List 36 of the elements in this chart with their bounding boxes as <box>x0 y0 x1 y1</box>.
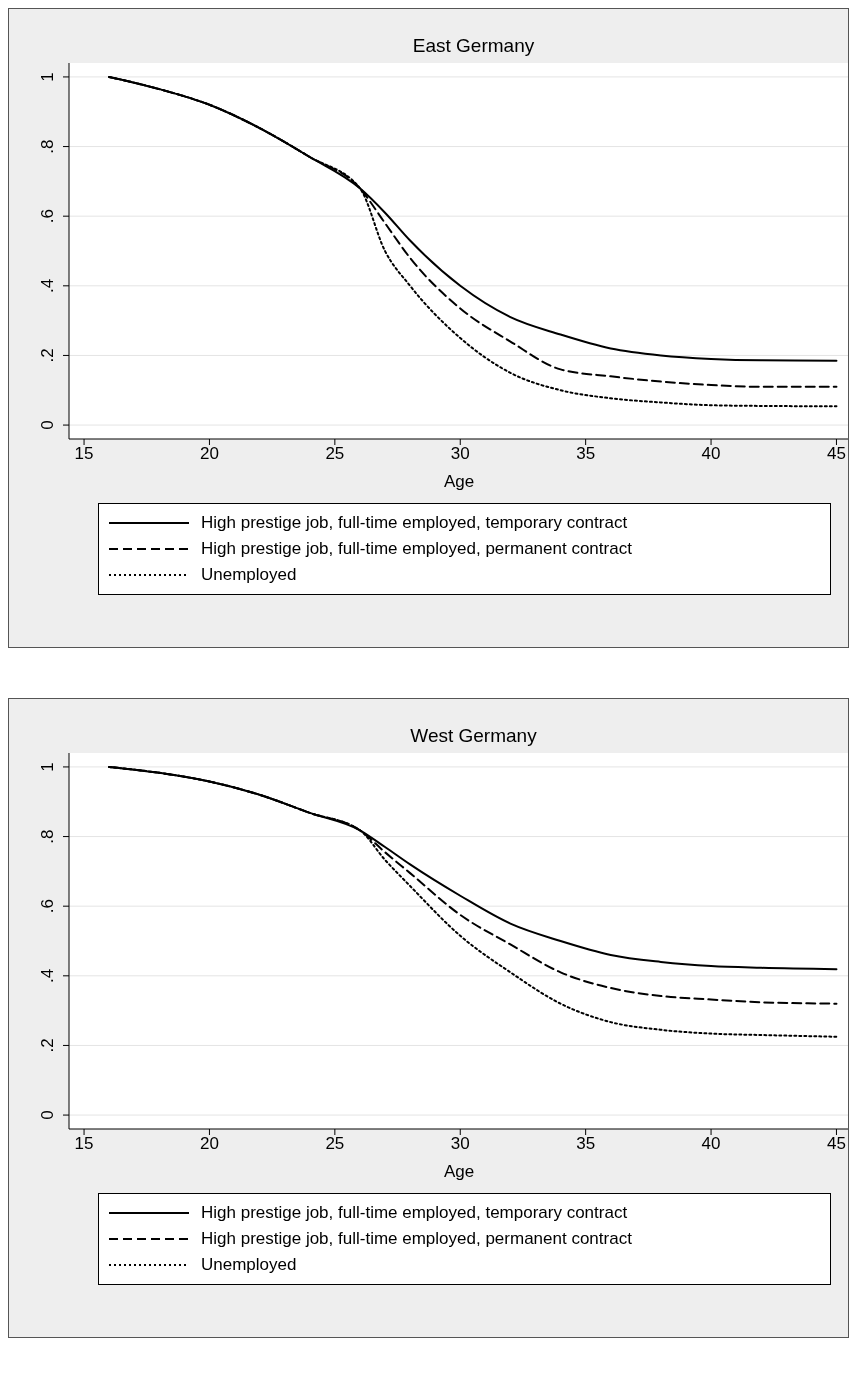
legend-label: High prestige job, full-time employed, permanent contract <box>201 539 632 559</box>
y-tick-label: .2 <box>38 348 57 363</box>
chart-title: East Germany <box>411 34 536 57</box>
y-tick-label: 0 <box>38 420 57 430</box>
y-tick-label: .4 <box>38 968 57 983</box>
legend-label: High prestige job, full-time employed, permanent contract <box>201 1229 632 1249</box>
x-tick-label: 40 <box>701 1134 721 1154</box>
legend-label: Unemployed <box>201 565 297 585</box>
x-tick-label: 30 <box>450 444 470 464</box>
y-tick-label: .2 <box>38 1038 57 1053</box>
legend-label: Unemployed <box>201 1255 297 1275</box>
x-tick-label: 45 <box>827 444 846 464</box>
x-tick-label: 25 <box>325 1134 345 1154</box>
x-tick-label: 20 <box>199 444 219 464</box>
y-tick-label: .4 <box>38 278 57 293</box>
y-tick-label: 1 <box>38 72 57 82</box>
x-tick-label: 35 <box>576 444 596 464</box>
y-tick-label: 0 <box>38 1110 57 1120</box>
x-tick-label: 45 <box>827 1134 846 1154</box>
legend-label: High prestige job, full-time employed, temporary contract <box>201 1203 628 1223</box>
y-tick-label: .8 <box>38 829 57 844</box>
x-tick-label: 30 <box>450 1134 470 1154</box>
x-tick-label: 15 <box>74 1134 94 1154</box>
y-tick-label: .6 <box>38 209 57 224</box>
x-tick-label: 35 <box>576 1134 596 1154</box>
y-tick-label: .6 <box>38 899 57 914</box>
y-tick-label: .8 <box>38 139 57 154</box>
x-tick-label: 15 <box>74 444 94 464</box>
x-tick-label: 25 <box>325 444 345 464</box>
x-axis-title: Age <box>443 472 475 491</box>
y-tick-label: 1 <box>38 762 57 772</box>
x-tick-label: 20 <box>199 1134 219 1154</box>
legend-label: High prestige job, full-time employed, temporary contract <box>201 513 628 533</box>
x-axis-title: Age <box>443 1162 475 1181</box>
x-tick-label: 40 <box>701 444 721 464</box>
chart-title: West Germany <box>409 724 538 747</box>
